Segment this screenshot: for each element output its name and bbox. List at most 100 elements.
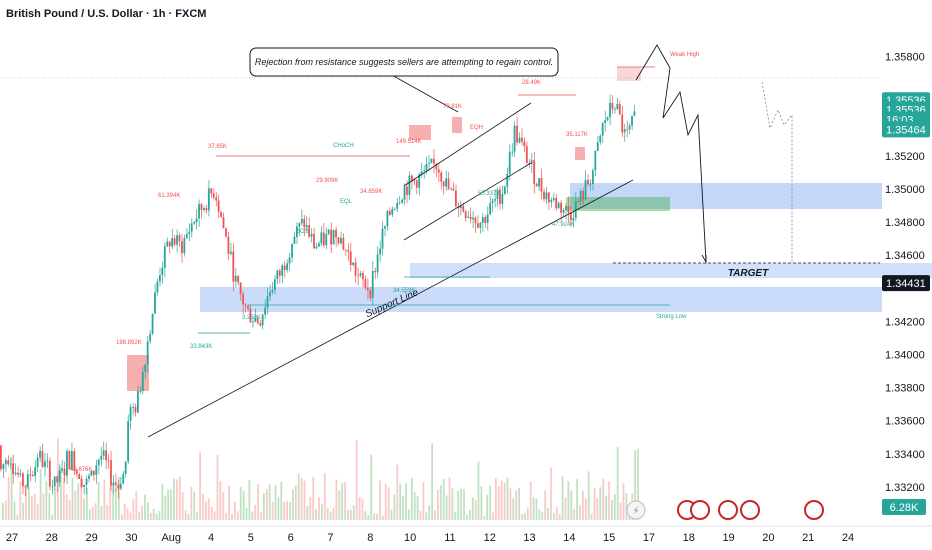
flag-icon[interactable]: [690, 500, 710, 520]
volume-bar: [410, 478, 413, 520]
time-axis[interactable]: 27 28 29 30 Aug 4 5 6 7 8 10 11 12 13 14 15 17 18 19 20 21 24: [0, 525, 932, 544]
volume-bar: [161, 483, 164, 520]
candle-body: [24, 486, 27, 488]
candle-body: [163, 246, 166, 268]
price-label: 1.34431: [886, 278, 926, 290]
time-tick: 29: [85, 532, 97, 544]
volume-bar: [152, 508, 155, 520]
candle-body: [391, 208, 394, 215]
time-tick: 8: [367, 532, 373, 544]
candle-body: [401, 199, 403, 203]
structure-lines: [0, 44, 880, 438]
candle-body: [626, 129, 629, 131]
volume-bar: [97, 481, 100, 520]
candle-body: [477, 223, 479, 228]
annotation-strong-low: Strong Low: [656, 314, 687, 320]
candle-body: [315, 246, 318, 249]
annotation-61-394k: 61.394K: [158, 193, 180, 199]
candle-body: [68, 451, 71, 470]
flag-icon[interactable]: [804, 500, 824, 520]
candle-body: [83, 484, 85, 487]
candle-body: [362, 273, 364, 280]
volume-bar: [361, 499, 364, 520]
candle-body: [366, 287, 369, 291]
event-icons[interactable]: ⚡: [626, 500, 824, 520]
flash-icon-glyph: ⚡: [632, 506, 639, 517]
candle-body: [183, 238, 186, 254]
volume-badge-text: 6.28K: [890, 502, 919, 514]
candle-body: [266, 296, 269, 308]
volume-bar: [332, 507, 335, 520]
volume-bar: [303, 480, 306, 520]
candle-body: [122, 474, 125, 484]
flag-icon[interactable]: [718, 500, 738, 520]
volume-bar: [292, 489, 294, 520]
candle-body: [129, 407, 132, 422]
candle-body: [503, 186, 506, 194]
candle-body: [205, 208, 208, 211]
candle-body: [337, 237, 340, 244]
candle-body: [78, 474, 81, 479]
volume-bar: [463, 489, 465, 520]
time-tick: 14: [563, 532, 575, 544]
volume-bar: [123, 503, 126, 520]
candle-body: [582, 190, 584, 200]
time-tick: 30: [125, 532, 137, 544]
volume-bar: [86, 487, 88, 520]
candle-body: [631, 115, 633, 126]
candle-body: [572, 217, 575, 221]
volume-bar: [495, 478, 497, 520]
flash-icon[interactable]: [626, 500, 646, 520]
price-label: 1.35464: [886, 124, 926, 136]
candle-body: [516, 125, 518, 143]
candle-body: [379, 248, 381, 255]
candle-body: [569, 212, 572, 221]
volume-bar: [94, 503, 97, 520]
volume-bar: [251, 511, 254, 520]
volume-bar: [355, 440, 358, 520]
candle-body: [127, 421, 129, 462]
volume-bar: [106, 504, 109, 520]
volume-bar: [611, 499, 613, 520]
volume-bar: [210, 506, 213, 520]
volume-bar: [553, 512, 555, 520]
volume-bar: [454, 511, 457, 520]
candle-body: [283, 265, 286, 270]
candle-body: [538, 178, 540, 187]
volume-bar: [437, 489, 439, 520]
candle-body: [181, 241, 183, 254]
candle-body: [146, 341, 149, 365]
candle-body: [606, 117, 609, 121]
volume-bar: [370, 454, 373, 520]
price-axis[interactable]: 1.35800 1.35200 1.35000 1.34800 1.34600 1.342…: [885, 52, 925, 494]
candle-body: [239, 282, 242, 295]
candle-body: [178, 235, 181, 242]
volume-bar: [625, 493, 628, 520]
candle-body: [188, 231, 191, 234]
candle-body: [136, 391, 139, 413]
volume-bar: [416, 495, 419, 520]
volume-bar: [521, 514, 523, 520]
time-tick: 5: [248, 532, 254, 544]
candle-body: [308, 225, 311, 237]
volume-bar: [329, 511, 332, 520]
volume-bar: [512, 498, 515, 520]
candle-body: [217, 200, 220, 212]
candle-body: [134, 406, 137, 413]
candle-body: [168, 241, 171, 247]
volume-bar: [425, 512, 428, 520]
candle-body: [596, 142, 599, 151]
candle-body: [604, 120, 606, 124]
volume-bar: [193, 491, 196, 520]
volume-bar: [74, 490, 77, 520]
flag-icon[interactable]: [740, 500, 760, 520]
volume-bar: [216, 455, 219, 520]
volume-bar: [62, 477, 65, 520]
volume-bar: [379, 480, 381, 520]
candle-body: [623, 129, 626, 133]
volume-bar: [344, 482, 346, 520]
candle-body: [198, 203, 200, 219]
candle-body: [48, 460, 51, 487]
volume-bar: [466, 515, 468, 520]
